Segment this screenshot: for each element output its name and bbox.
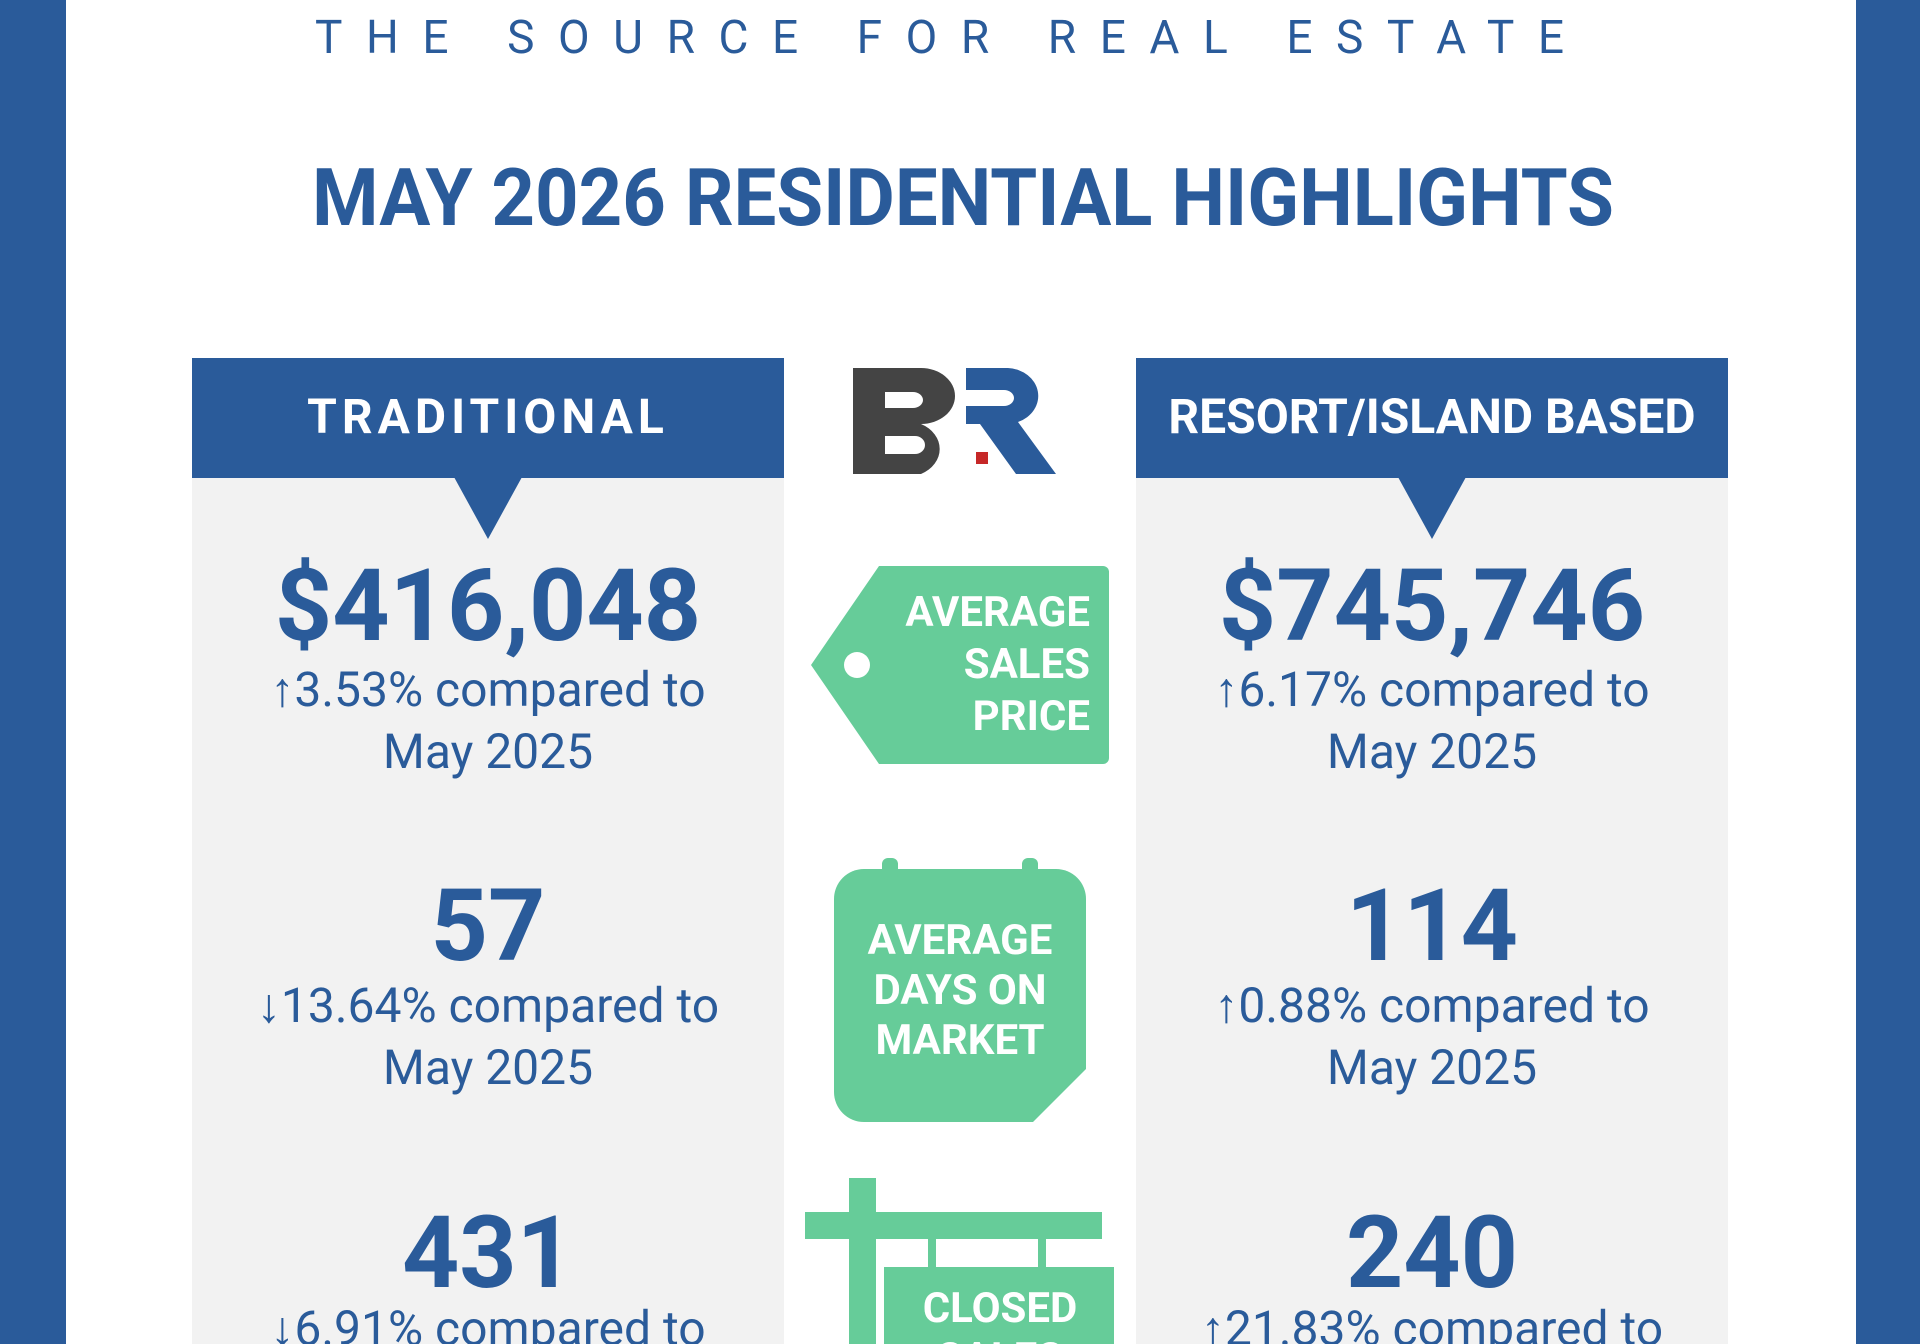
metric-change: ↑3.53% compared to xyxy=(270,661,705,718)
logo xyxy=(853,368,1056,474)
metric-period: May 2025 xyxy=(383,723,593,780)
icon-label: SALES xyxy=(937,1334,1063,1344)
metric-change: ↑6.17% compared to xyxy=(1214,661,1649,718)
icon-label: PRICE xyxy=(973,692,1090,741)
column-title: TRADITIONAL xyxy=(307,388,669,445)
metric-period: May 2025 xyxy=(1327,1039,1537,1096)
title: MAY 2026 RESIDENTIAL HIGHLIGHTS xyxy=(312,151,1614,245)
pointer xyxy=(454,477,522,539)
metric-change: ↑0.88% compared to xyxy=(1214,977,1649,1034)
icon-label: AVERAGE xyxy=(868,916,1053,965)
metric-period: May 2025 xyxy=(383,1039,593,1096)
metric-change: ↑21.83% compared to xyxy=(1201,1300,1663,1344)
sign-icon xyxy=(805,1178,1114,1344)
icon-label: DAYS ON xyxy=(874,966,1047,1015)
icon-label: MARKET xyxy=(875,1016,1044,1065)
column-title: RESORT/ISLAND BASED xyxy=(1168,388,1695,445)
icon-label: AVERAGE xyxy=(905,588,1090,637)
metric-value: 431 xyxy=(402,1195,574,1312)
border-right xyxy=(1856,0,1920,1344)
column-header xyxy=(192,358,784,478)
tagline: THE SOURCE FOR REAL ESTATE xyxy=(315,11,1564,65)
column-bg xyxy=(1136,478,1728,1344)
metric-value: $745,746 xyxy=(1219,548,1645,665)
pointer xyxy=(1398,477,1466,539)
border-left xyxy=(0,0,66,1344)
metric-value: 240 xyxy=(1346,1195,1518,1312)
metric-period: May 2025 xyxy=(1327,723,1537,780)
icon-label: SALES xyxy=(964,640,1090,689)
calendar-icon xyxy=(834,858,1086,1122)
icon-label: CLOSED xyxy=(923,1284,1078,1333)
metric-value: 57 xyxy=(431,868,546,985)
metric-change: ↓6.91% compared to xyxy=(270,1300,705,1344)
column-bg xyxy=(192,478,784,1344)
metric-value: $416,048 xyxy=(275,548,701,665)
metric-change: ↓13.64% compared to xyxy=(257,977,719,1034)
price-tag-icon xyxy=(811,566,1109,764)
metric-value: 114 xyxy=(1346,868,1518,985)
column-header xyxy=(1136,358,1728,478)
